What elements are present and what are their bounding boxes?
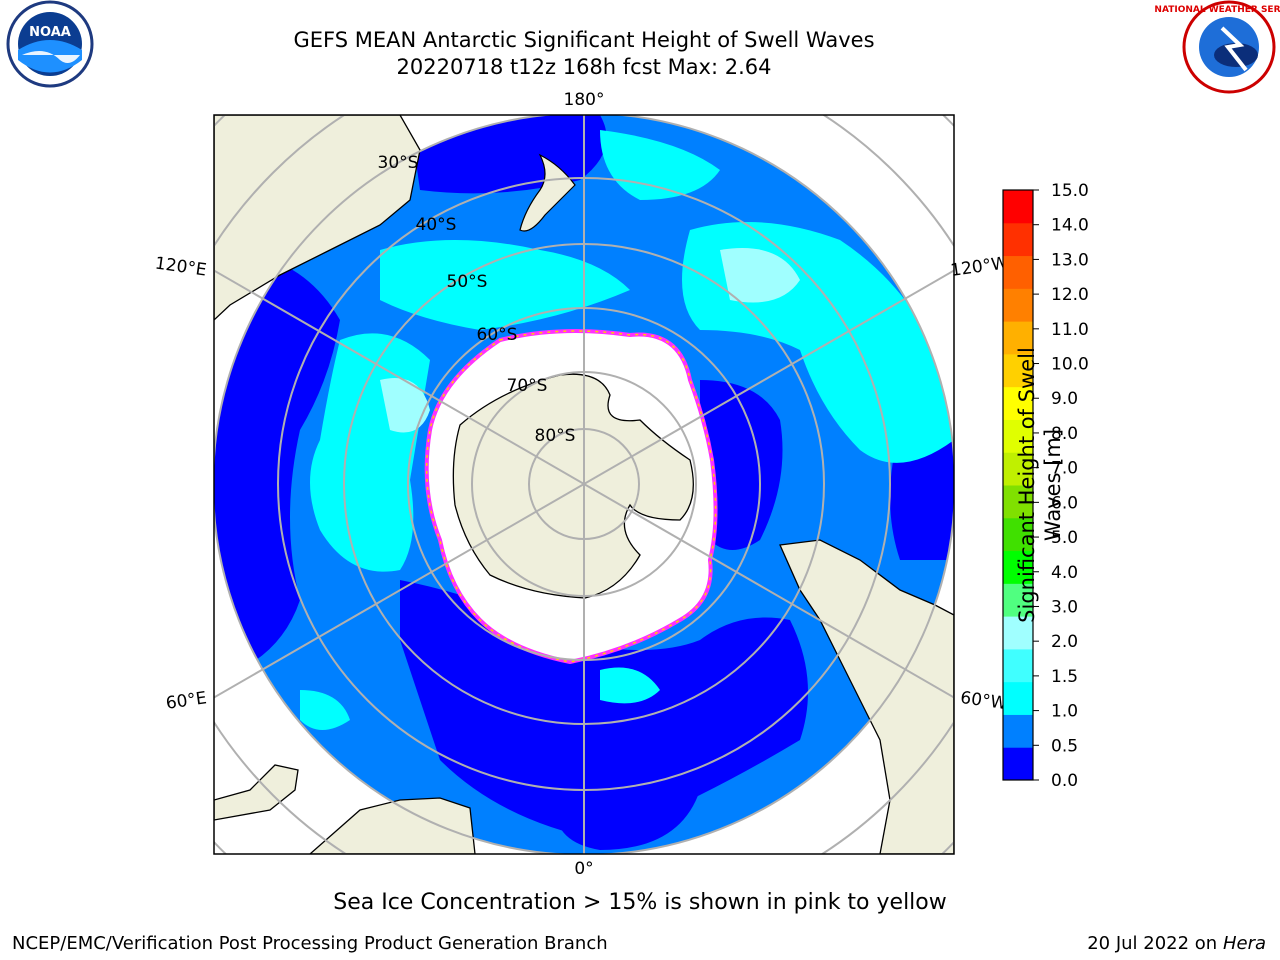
colorbar-tick-label: 0.0 [1051,771,1078,791]
colorbar-segment [1003,222,1033,257]
colorbar-tick-label: 13.0 [1051,250,1089,270]
colorbar-segment [1003,485,1033,519]
colorbar-segment [1003,714,1033,748]
colorbar-tick-label: 1.0 [1051,702,1078,722]
colorbar-ticks: 15.0 14.0 13.0 12.0 11.0 10.0 9.0 8.0 7.0 6.0 5.0 4… [1033,181,1089,791]
nws-logo: NATIONAL WEATHER SERVICE [1154,0,1280,94]
colorbar-segment [1003,255,1033,289]
colorbar-tick-label: 10.0 [1051,355,1089,375]
lat-label-50s: 50°S [447,272,488,292]
lon-label-120e: 120°E [154,254,208,281]
lon-label-180: 180° [564,90,605,110]
colorbar-tick-label: 2.0 [1051,632,1078,652]
colorbar-tick-label: 3.0 [1051,597,1078,617]
colorbar-segment [1003,616,1033,650]
colorbar-segment [1003,288,1033,322]
colorbar-segment [1003,648,1033,683]
lat-label-60s: 60°S [477,325,518,345]
colorbar-tick-label: 9.0 [1051,389,1078,409]
lon-label-60e: 60°E [165,688,208,713]
colorbar-tick-label: 8.0 [1051,424,1078,444]
colorbar-tick-label: 6.0 [1051,493,1078,513]
colorbar-label-line-1: Significant Height of Swell [1015,347,1039,623]
colorbar-label: Significant Height of Swell Waves [m] [1014,335,1066,635]
lon-label-60w: 60°W [959,688,1008,714]
lat-label-40s: 40°S [416,215,457,235]
colorbar-segment [1003,550,1033,584]
colorbar-tick-label: 7.0 [1051,459,1078,479]
latitude-labels: 30°S 40°S 50°S 60°S 70°S 80°S [378,153,576,446]
footer-date-text: 20 Jul 2022 on [1087,933,1223,954]
map-area [214,115,954,854]
colorbar-frame [1002,189,1034,781]
title-line-2: 20220718 t12z 168h fcst Max: 2.64 [396,55,772,79]
footer-credit: NCEP/EMC/Verification Post Processing Pr… [12,933,608,954]
nws-logo-text: NATIONAL WEATHER SERVICE [1154,5,1280,15]
colorbar-tick-label: 15.0 [1051,181,1089,201]
colorbar-segment [1003,353,1033,388]
lat-label-80s: 80°S [535,426,576,446]
colorbar-segment [1003,321,1033,355]
lon-label-0: 0° [574,859,593,879]
colorbar-tick-label: 1.5 [1051,667,1078,687]
sea-ice-note: Sea Ice Concentration > 15% is shown in … [333,890,947,915]
colorbar-tick-label: 14.0 [1051,216,1089,236]
footer-date: 20 Jul 2022 on Hera [1087,933,1266,954]
lon-label-120w: 120°W [949,253,1009,281]
title-line-1: GEFS MEAN Antarctic Significant Height o… [293,28,875,52]
lat-label-70s: 70°S [507,376,548,396]
colorbar-segment [1003,452,1033,486]
colorbar-segment [1003,583,1033,617]
colorbar-segment [1003,190,1033,224]
colorbar-label-line-2: Waves [m] [1041,428,1065,542]
antarctica [452,373,694,599]
colorbar-tick-label: 5.0 [1051,528,1078,548]
colorbar-segment [1003,517,1033,552]
colorbar-tick-label: 11.0 [1051,320,1089,340]
colorbar-segment [1003,747,1033,781]
colorbar-segment [1003,681,1033,715]
colorbar-segment [1003,386,1033,420]
new-zealand [519,153,576,232]
lat-label-30s: 30°S [378,153,419,173]
colorbar [1002,189,1034,781]
footer-host: Hera [1222,933,1266,954]
colorbar-tick-label: 4.0 [1051,563,1078,583]
noaa-logo-text: NOAA [29,25,71,40]
colorbar-tick-label: 0.5 [1051,736,1078,756]
colorbar-tick-label: 12.0 [1051,285,1089,305]
colorbar-segment [1003,419,1033,453]
noaa-logo: NOAA [6,0,94,88]
graticule [214,115,954,854]
map-frame [213,114,955,855]
